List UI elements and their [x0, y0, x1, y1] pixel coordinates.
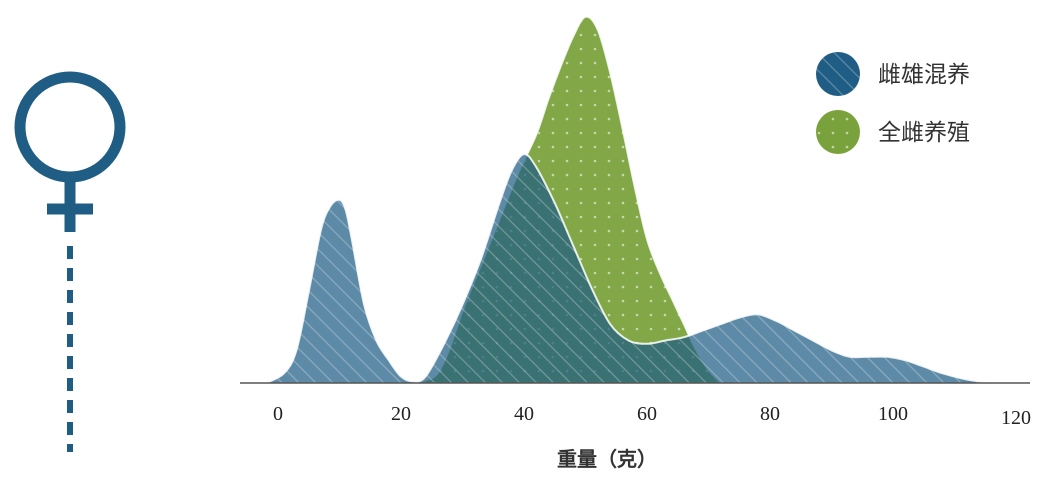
legend: 雌雄混养 全雌养殖 — [816, 52, 970, 154]
female-symbol-icon — [14, 71, 126, 452]
x-tick-label: 40 — [514, 403, 534, 425]
x-tick-label: 0 — [273, 403, 283, 425]
x-axis-label: 重量（克） — [557, 447, 657, 471]
legend-item-mixed: 雌雄混养 — [816, 52, 970, 96]
x-tick-label: 120 — [1001, 407, 1031, 429]
x-tick-label: 80 — [760, 403, 780, 425]
legend-item-all-female: 全雌养殖 — [816, 110, 970, 154]
x-tick-label: 60 — [637, 403, 657, 425]
plot-area — [265, 15, 998, 384]
area-texture-mixed — [265, 154, 998, 383]
series-mixed — [265, 153, 998, 384]
outline-mixed — [265, 153, 998, 384]
legend-label-all-female: 全雌养殖 — [878, 120, 970, 146]
x-tick-label: 20 — [391, 403, 411, 425]
x-tick-labels: 0 20 40 60 80 100 120 — [273, 403, 1031, 429]
legend-label-mixed: 雌雄混养 — [878, 62, 970, 88]
x-tick-label: 100 — [878, 403, 908, 425]
